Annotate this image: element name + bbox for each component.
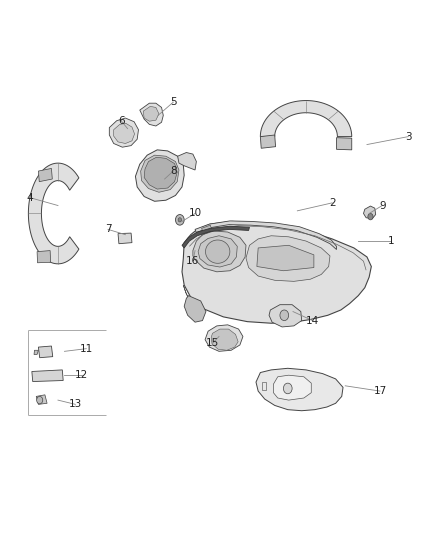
Polygon shape xyxy=(211,329,238,350)
Polygon shape xyxy=(273,375,311,400)
Polygon shape xyxy=(182,221,371,323)
Text: 14: 14 xyxy=(306,316,319,326)
Circle shape xyxy=(176,215,184,225)
Polygon shape xyxy=(143,107,159,121)
Text: 6: 6 xyxy=(118,116,124,126)
Polygon shape xyxy=(198,236,237,267)
Polygon shape xyxy=(110,118,138,147)
Text: 12: 12 xyxy=(75,370,88,380)
Polygon shape xyxy=(32,370,63,382)
Polygon shape xyxy=(135,150,184,201)
Text: 13: 13 xyxy=(69,399,82,409)
Polygon shape xyxy=(205,325,243,351)
Polygon shape xyxy=(36,395,47,405)
Polygon shape xyxy=(201,225,212,233)
Text: 4: 4 xyxy=(26,192,33,203)
Text: 9: 9 xyxy=(379,200,385,211)
Polygon shape xyxy=(28,163,79,264)
Polygon shape xyxy=(34,350,39,354)
Polygon shape xyxy=(144,157,177,189)
Circle shape xyxy=(368,214,373,220)
Polygon shape xyxy=(182,226,250,248)
Text: 17: 17 xyxy=(374,386,387,396)
Circle shape xyxy=(37,397,43,404)
Text: 7: 7 xyxy=(105,224,111,235)
Polygon shape xyxy=(37,251,50,263)
Text: 11: 11 xyxy=(80,344,93,354)
Polygon shape xyxy=(336,138,352,150)
Circle shape xyxy=(178,217,182,222)
Polygon shape xyxy=(141,155,179,192)
Polygon shape xyxy=(195,221,336,249)
Polygon shape xyxy=(178,152,196,170)
Polygon shape xyxy=(269,305,302,327)
Polygon shape xyxy=(246,236,330,281)
Polygon shape xyxy=(193,231,246,272)
Text: 8: 8 xyxy=(170,166,177,176)
Polygon shape xyxy=(257,245,314,271)
Text: 5: 5 xyxy=(170,97,177,107)
Polygon shape xyxy=(256,368,343,411)
Text: 10: 10 xyxy=(188,208,201,219)
Polygon shape xyxy=(260,135,276,148)
Polygon shape xyxy=(184,285,201,309)
Polygon shape xyxy=(114,123,134,143)
Text: 16: 16 xyxy=(186,256,200,266)
Text: 15: 15 xyxy=(206,338,219,349)
Polygon shape xyxy=(260,101,352,136)
Polygon shape xyxy=(39,346,53,358)
Polygon shape xyxy=(205,240,230,263)
Text: 3: 3 xyxy=(405,132,412,142)
Polygon shape xyxy=(140,103,163,126)
Polygon shape xyxy=(261,382,266,390)
Polygon shape xyxy=(364,206,376,219)
Circle shape xyxy=(283,383,292,394)
Text: 1: 1 xyxy=(388,236,394,246)
Circle shape xyxy=(280,310,289,320)
Polygon shape xyxy=(39,168,52,182)
Polygon shape xyxy=(118,233,132,244)
Polygon shape xyxy=(184,296,206,322)
Text: 2: 2 xyxy=(329,198,336,208)
